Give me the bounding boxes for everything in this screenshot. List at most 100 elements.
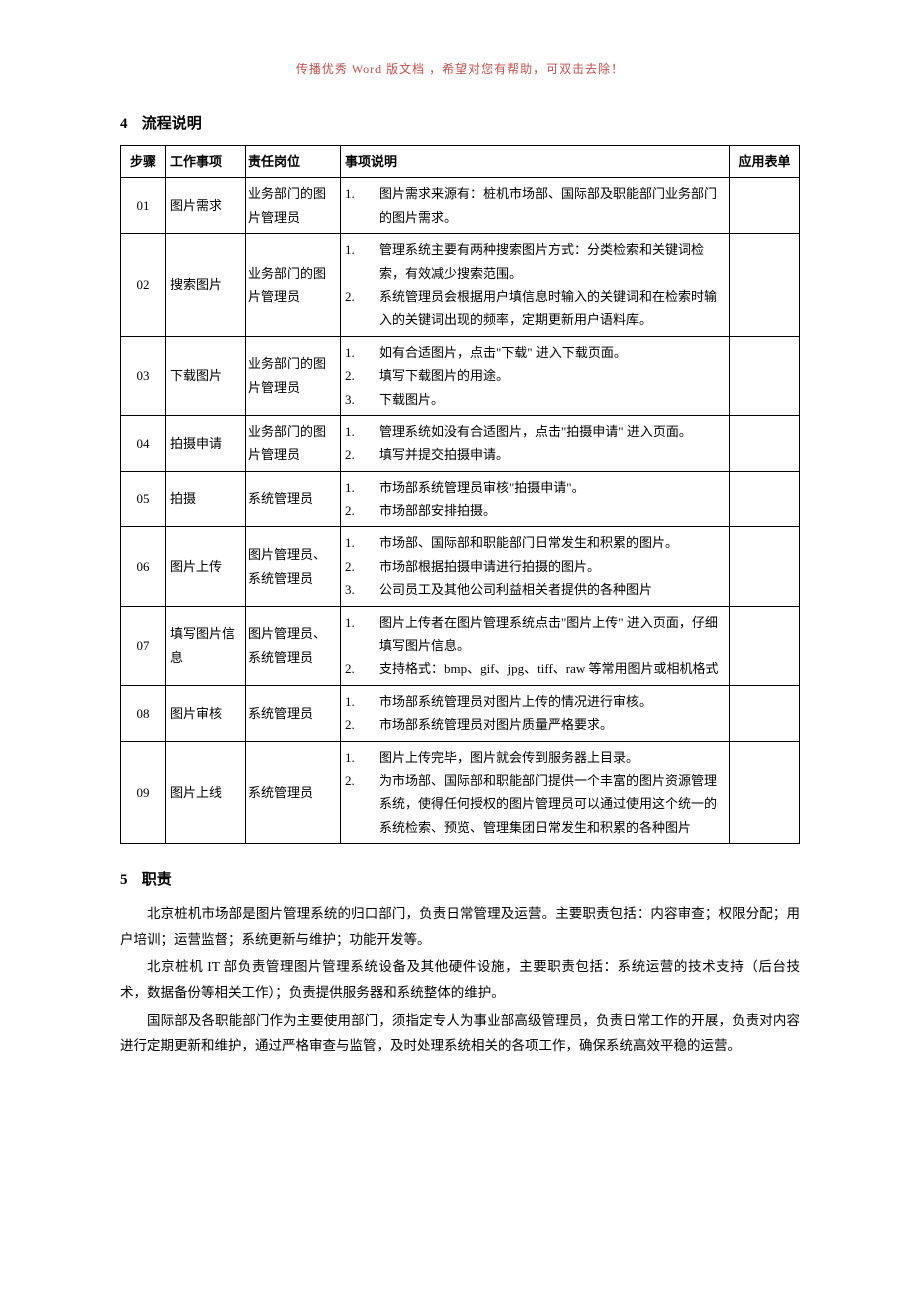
cell-desc: 1.管理系统主要有两种搜索图片方式：分类检索和关键词检索，有效减少搜索范围。2.… — [341, 234, 730, 337]
table-row: 06图片上传图片管理员、系统管理员1.市场部、国际部和职能部门日常发生和积累的图… — [121, 527, 800, 606]
desc-item: 1.如有合适图片，点击"下载" 进入下载页面。 — [345, 341, 725, 364]
cell-form — [730, 527, 800, 606]
desc-item-text: 市场部根据拍摄申请进行拍摄的图片。 — [367, 555, 725, 578]
th-form: 应用表单 — [730, 146, 800, 178]
table-row: 04拍摄申请业务部门的图片管理员1.管理系统如没有合适图片，点击"拍摄申请" 进… — [121, 415, 800, 471]
table-row: 08图片审核系统管理员1.市场部系统管理员对图片上传的情况进行审核。2.市场部系… — [121, 685, 800, 741]
desc-item-text: 管理系统主要有两种搜索图片方式：分类检索和关键词检索，有效减少搜索范围。 — [367, 238, 725, 285]
desc-item: 2.支持格式：bmp、gif、jpg、tiff、raw 等常用图片或相机格式 — [345, 657, 725, 680]
desc-item-num: 1. — [345, 420, 367, 443]
cell-role: 系统管理员 — [246, 471, 341, 527]
desc-item-text: 市场部系统管理员对图片上传的情况进行审核。 — [367, 690, 725, 713]
section5-num: 5 — [120, 872, 138, 889]
cell-step: 03 — [121, 336, 166, 415]
desc-item: 1.市场部系统管理员对图片上传的情况进行审核。 — [345, 690, 725, 713]
desc-item: 2.为市场部、国际部和职能部门提供一个丰富的图片资源管理系统，使得任何授权的图片… — [345, 769, 725, 839]
desc-item-text: 填写下载图片的用途。 — [367, 364, 725, 387]
cell-form — [730, 471, 800, 527]
section5-body: 北京桩机市场部是图片管理系统的归口部门，负责日常管理及运营。主要职责包括：内容审… — [120, 901, 800, 1059]
cell-step: 02 — [121, 234, 166, 337]
desc-item-text: 管理系统如没有合适图片，点击"拍摄申请" 进入页面。 — [367, 420, 725, 443]
desc-item-text: 市场部、国际部和职能部门日常发生和积累的图片。 — [367, 531, 725, 554]
cell-role: 系统管理员 — [246, 741, 341, 844]
desc-item-num: 2. — [345, 364, 367, 387]
cell-desc: 1.市场部、国际部和职能部门日常发生和积累的图片。2.市场部根据拍摄申请进行拍摄… — [341, 527, 730, 606]
desc-item-num: 3. — [345, 578, 367, 601]
section5-heading: 5 职责 — [120, 868, 800, 889]
header-notice: 传播优秀 Word 版文档 ，希望对您有帮助，可双击去除！ — [120, 60, 800, 77]
desc-item-text: 图片需求来源有：桩机市场部、国际部及职能部门业务部门的图片需求。 — [367, 182, 725, 229]
desc-item-num: 2. — [345, 769, 367, 792]
section5-paragraph: 北京桩机市场部是图片管理系统的归口部门，负责日常管理及运营。主要职责包括：内容审… — [120, 901, 800, 952]
cell-desc: 1.管理系统如没有合适图片，点击"拍摄申请" 进入页面。2.填写并提交拍摄申请。 — [341, 415, 730, 471]
process-table: 步骤 工作事项 责任岗位 事项说明 应用表单 01图片需求业务部门的图片管理员1… — [120, 145, 800, 844]
cell-step: 06 — [121, 527, 166, 606]
table-body: 01图片需求业务部门的图片管理员1.图片需求来源有：桩机市场部、国际部及职能部门… — [121, 178, 800, 844]
section4-title: 流程说明 — [142, 116, 202, 132]
desc-item-num: 1. — [345, 746, 367, 769]
desc-item: 1.管理系统主要有两种搜索图片方式：分类检索和关键词检索，有效减少搜索范围。 — [345, 238, 725, 285]
cell-task: 图片上传 — [166, 527, 246, 606]
table-row: 01图片需求业务部门的图片管理员1.图片需求来源有：桩机市场部、国际部及职能部门… — [121, 178, 800, 234]
cell-task: 拍摄申请 — [166, 415, 246, 471]
cell-form — [730, 336, 800, 415]
desc-item: 1.图片需求来源有：桩机市场部、国际部及职能部门业务部门的图片需求。 — [345, 182, 725, 229]
cell-role: 业务部门的图片管理员 — [246, 415, 341, 471]
table-row: 05拍摄系统管理员1.市场部系统管理员审核"拍摄申请"。2.市场部部安排拍摄。 — [121, 471, 800, 527]
table-header-row: 步骤 工作事项 责任岗位 事项说明 应用表单 — [121, 146, 800, 178]
desc-item: 2.填写下载图片的用途。 — [345, 364, 725, 387]
cell-form — [730, 741, 800, 844]
desc-item-num: 2. — [345, 555, 367, 578]
cell-form — [730, 415, 800, 471]
desc-item: 2.市场部系统管理员对图片质量严格要求。 — [345, 713, 725, 736]
desc-item-text: 图片上传完毕，图片就会传到服务器上目录。 — [367, 746, 725, 769]
desc-item: 3.公司员工及其他公司利益相关者提供的各种图片 — [345, 578, 725, 601]
desc-item-num: 1. — [345, 476, 367, 499]
cell-role: 图片管理员、系统管理员 — [246, 606, 341, 685]
cell-step: 04 — [121, 415, 166, 471]
desc-item: 2.市场部根据拍摄申请进行拍摄的图片。 — [345, 555, 725, 578]
cell-desc: 1.如有合适图片，点击"下载" 进入下载页面。2.填写下载图片的用途。3.下载图… — [341, 336, 730, 415]
desc-item: 1.市场部系统管理员审核"拍摄申请"。 — [345, 476, 725, 499]
cell-desc: 1.市场部系统管理员审核"拍摄申请"。2.市场部部安排拍摄。 — [341, 471, 730, 527]
desc-item-num: 2. — [345, 285, 367, 308]
cell-role: 业务部门的图片管理员 — [246, 234, 341, 337]
desc-item-text: 为市场部、国际部和职能部门提供一个丰富的图片资源管理系统，使得任何授权的图片管理… — [367, 769, 725, 839]
section5-paragraph: 北京桩机 IT 部负责管理图片管理系统设备及其他硬件设施，主要职责包括：系统运营… — [120, 954, 800, 1005]
cell-step: 05 — [121, 471, 166, 527]
cell-task: 图片审核 — [166, 685, 246, 741]
table-row: 03下载图片业务部门的图片管理员1.如有合适图片，点击"下载" 进入下载页面。2… — [121, 336, 800, 415]
desc-item-text: 市场部系统管理员对图片质量严格要求。 — [367, 713, 725, 736]
desc-item-num: 1. — [345, 690, 367, 713]
desc-item-text: 市场部系统管理员审核"拍摄申请"。 — [367, 476, 725, 499]
cell-step: 07 — [121, 606, 166, 685]
desc-item-text: 如有合适图片，点击"下载" 进入下载页面。 — [367, 341, 725, 364]
cell-role: 图片管理员、系统管理员 — [246, 527, 341, 606]
desc-item-num: 1. — [345, 611, 367, 634]
desc-item-text: 公司员工及其他公司利益相关者提供的各种图片 — [367, 578, 725, 601]
desc-item-text: 支持格式：bmp、gif、jpg、tiff、raw 等常用图片或相机格式 — [367, 657, 725, 680]
cell-step: 09 — [121, 741, 166, 844]
section4-num: 4 — [120, 116, 138, 133]
th-role: 责任岗位 — [246, 146, 341, 178]
desc-item-num: 2. — [345, 499, 367, 522]
cell-form — [730, 606, 800, 685]
cell-form — [730, 685, 800, 741]
desc-item: 1.市场部、国际部和职能部门日常发生和积累的图片。 — [345, 531, 725, 554]
cell-desc: 1.图片需求来源有：桩机市场部、国际部及职能部门业务部门的图片需求。 — [341, 178, 730, 234]
cell-task: 图片上线 — [166, 741, 246, 844]
cell-task: 图片需求 — [166, 178, 246, 234]
desc-item-text: 市场部部安排拍摄。 — [367, 499, 725, 522]
cell-task: 搜索图片 — [166, 234, 246, 337]
desc-item-text: 图片上传者在图片管理系统点击"图片上传" 进入页面，仔细填写图片信息。 — [367, 611, 725, 658]
cell-task: 填写图片信息 — [166, 606, 246, 685]
table-row: 02搜索图片业务部门的图片管理员1.管理系统主要有两种搜索图片方式：分类检索和关… — [121, 234, 800, 337]
cell-role: 业务部门的图片管理员 — [246, 336, 341, 415]
desc-item: 1.图片上传完毕，图片就会传到服务器上目录。 — [345, 746, 725, 769]
desc-item-num: 2. — [345, 713, 367, 736]
cell-task: 下载图片 — [166, 336, 246, 415]
cell-step: 01 — [121, 178, 166, 234]
cell-role: 业务部门的图片管理员 — [246, 178, 341, 234]
section4-heading: 4 流程说明 — [120, 112, 800, 133]
desc-item: 2.填写并提交拍摄申请。 — [345, 443, 725, 466]
